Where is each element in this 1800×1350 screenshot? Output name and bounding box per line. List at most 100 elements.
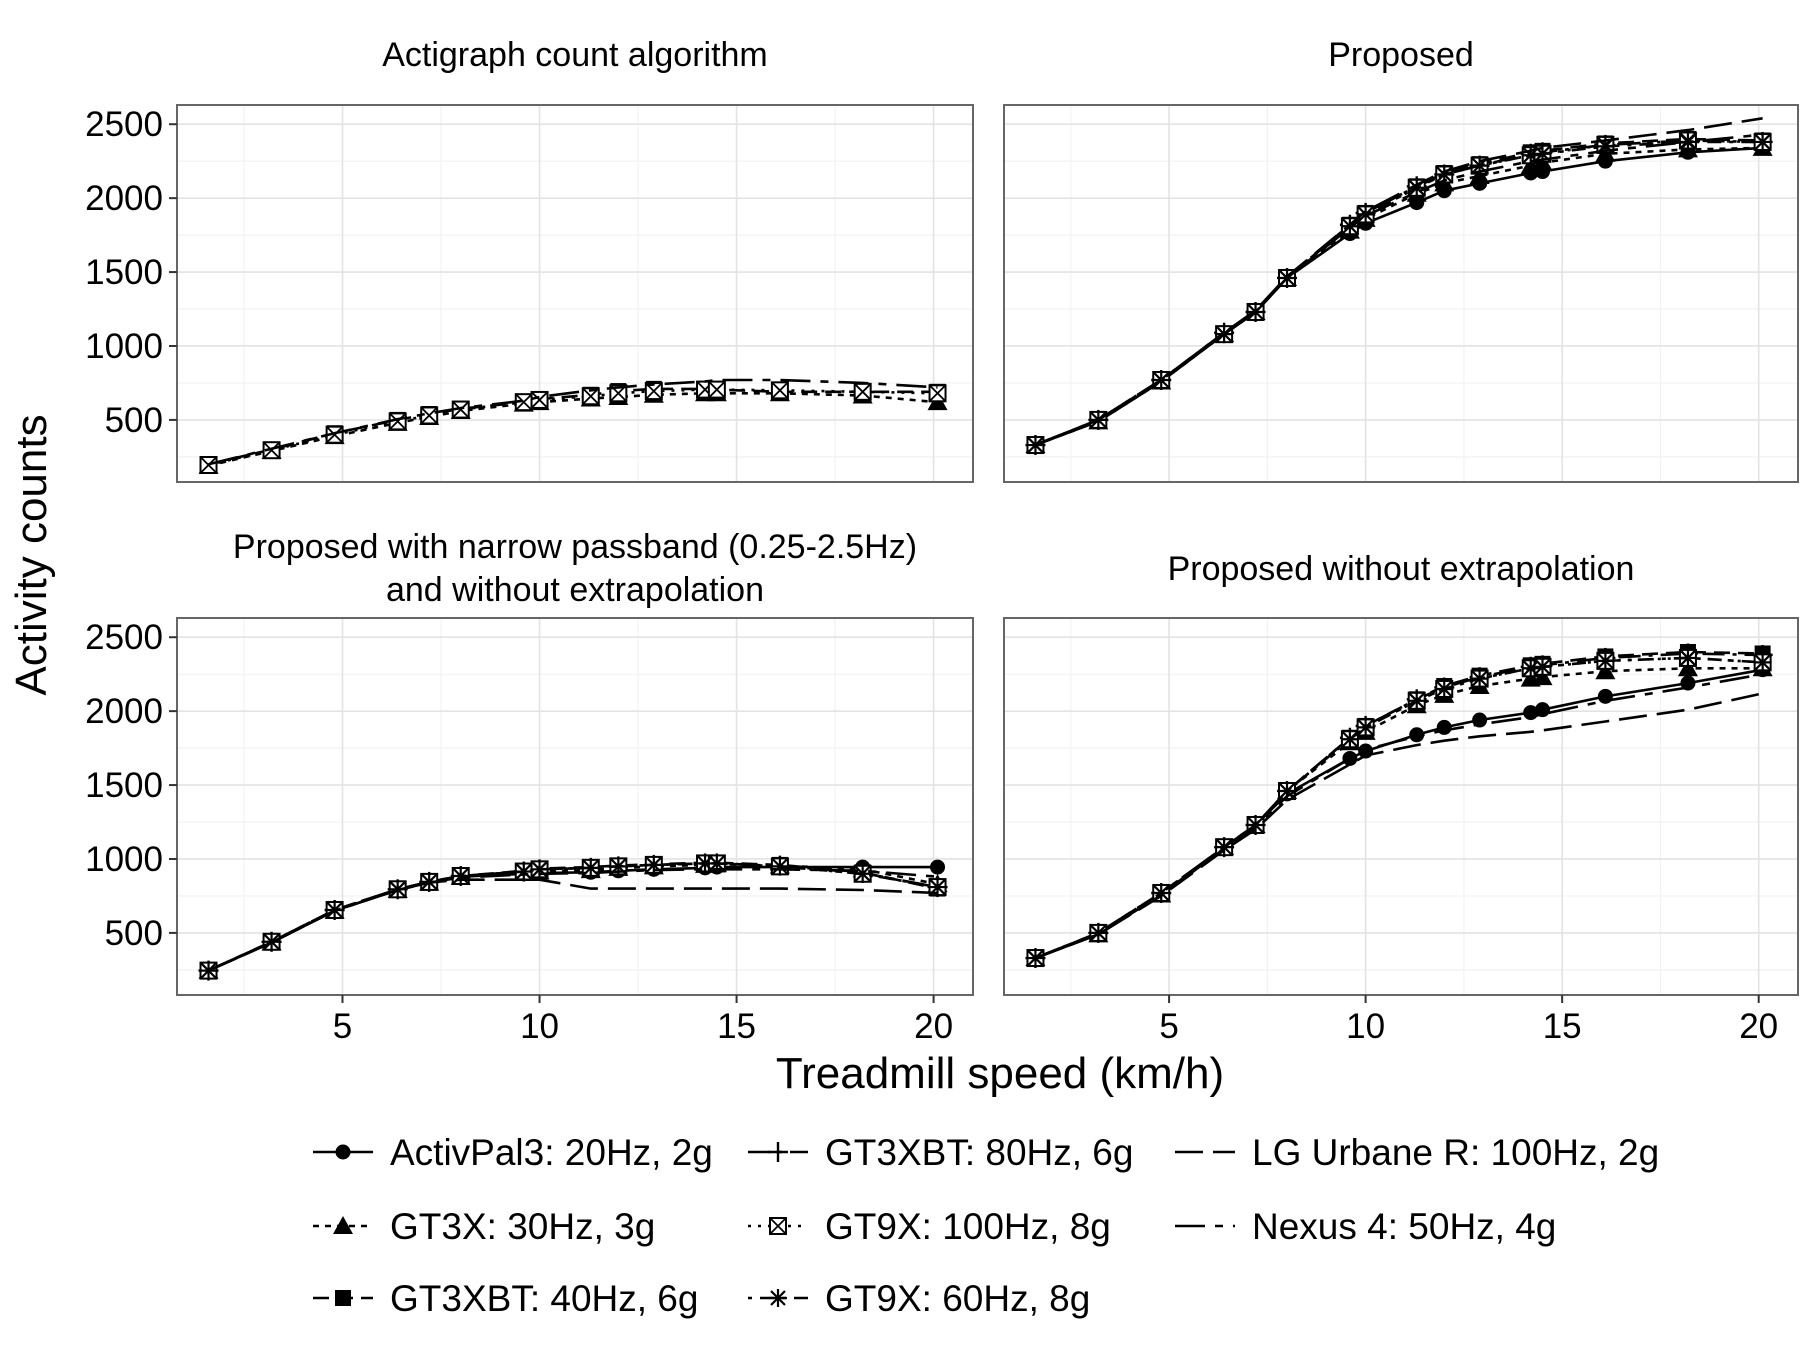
panel-4-series <box>1025 643 1773 969</box>
data-point <box>1435 679 1454 698</box>
legend-key-marker <box>335 1144 351 1160</box>
panel-1-y-axis: 500 1000 1500 2000 2500 <box>85 105 177 440</box>
legend-label: GT9X: 60Hz, 8g <box>825 1278 1090 1319</box>
legend-label: Nexus 4: 50Hz, 4g <box>1252 1206 1556 1247</box>
x-tick-label: 20 <box>914 1007 953 1046</box>
legend-label: LG Urbane R: 100Hz, 2g <box>1252 1132 1659 1173</box>
series-gt9x-60hz-8g <box>1026 648 1772 968</box>
data-point <box>1596 651 1615 670</box>
series-lg-urbane-r-100hz-2g <box>207 878 938 972</box>
legend-label: ActivPal3: 20Hz, 2g <box>390 1132 713 1173</box>
panel-3-y-axis: 500 1000 1500 2000 2500 <box>85 618 177 953</box>
panel-4-title: Proposed without extrapolation <box>1168 550 1635 588</box>
x-tick-label: 5 <box>333 1007 352 1046</box>
series-line-gt9x-100hz-8g <box>208 388 938 467</box>
legend-item-gt3xbt-40hz-6g: GT3XBT: 40Hz, 6g <box>313 1278 698 1319</box>
legend-key-marker <box>769 1289 787 1307</box>
x-tick-label: 10 <box>1346 1007 1385 1046</box>
data-point <box>1356 718 1375 737</box>
panel-3: Proposed with narrow passband (0.25-2.5H… <box>85 528 974 1046</box>
panel-1: Actigraph count algorithm 500 1000 1500 2000… <box>85 36 974 483</box>
legend-item-gt3x-30hz-3g: GT3X: 30Hz, 3g <box>313 1206 655 1247</box>
legend-key-marker <box>333 1216 353 1234</box>
legend: ActivPal3: 20Hz, 2g GT3X: 30Hz, 3g GT3XBT:… <box>313 1132 1659 1319</box>
legend-item-gt9x-60hz-8g: GT9X: 60Hz, 8g <box>748 1278 1090 1319</box>
data-point <box>514 862 533 881</box>
y-tick-label: 2500 <box>85 105 163 144</box>
panel-4-grid <box>1004 618 1798 995</box>
data-point <box>1533 657 1552 676</box>
legend-item-gt9x-100hz-8g: GT9X: 100Hz, 8g <box>748 1206 1111 1247</box>
x-axis-title: Treadmill speed (km/h) <box>776 1049 1224 1098</box>
y-tick-label: 500 <box>105 914 163 953</box>
data-point <box>1535 702 1551 718</box>
data-point <box>420 406 439 425</box>
data-point <box>770 857 789 876</box>
y-tick-label: 2000 <box>85 692 163 731</box>
panel-3-title-line-1: Proposed with narrow passband (0.25-2.5H… <box>233 528 917 566</box>
data-point <box>707 380 726 399</box>
series-nexus-4-50hz-4g <box>208 378 938 466</box>
data-point <box>930 859 946 875</box>
data-point <box>262 441 281 460</box>
series-nexus-4-50hz-4g <box>207 867 938 972</box>
x-tick-label: 10 <box>520 1007 559 1046</box>
x-tick-label: 15 <box>717 1007 756 1046</box>
series-line-lg-urbane-r-100hz-2g <box>207 878 938 972</box>
data-point <box>644 382 663 401</box>
data-point <box>1407 691 1426 710</box>
series-line-gt3x-30hz-3g <box>208 391 938 467</box>
panel-3-border <box>176 617 974 996</box>
panel-1-grid <box>177 105 973 482</box>
data-point <box>1597 688 1613 704</box>
panel-4-border <box>1003 617 1799 996</box>
panel-4-x-axis: 5 10 15 20 <box>1159 995 1778 1046</box>
data-point <box>1340 730 1359 749</box>
x-tick-label: 5 <box>1159 1007 1178 1046</box>
data-point <box>199 455 218 474</box>
data-point <box>1677 658 1698 677</box>
y-tick-label: 1000 <box>85 327 163 366</box>
x-tick-label: 20 <box>1739 1007 1778 1046</box>
panel-2: Proposed <box>1003 36 1799 483</box>
series-lg-urbane-r-100hz-2g <box>1034 117 1763 447</box>
series-line-gt9x-60hz-8g <box>1034 140 1763 447</box>
series-line-nexus-4-50hz-4g <box>207 867 938 972</box>
data-point <box>1595 661 1616 680</box>
panel-1-series <box>198 378 948 474</box>
x-tick-label: 15 <box>1543 1007 1582 1046</box>
legend-key-marker <box>335 1290 351 1306</box>
panel-3-series <box>198 853 948 981</box>
panel-2-series <box>1025 117 1773 456</box>
series-nexus-4-50hz-4g <box>1034 672 1763 960</box>
series-nexus-4-50hz-4g <box>1034 133 1763 447</box>
panels-layer: Actigraph count algorithm 500 1000 1500 2000… <box>85 36 1799 1046</box>
data-point <box>1470 669 1489 688</box>
legend-key-marker <box>768 1142 788 1162</box>
panel-3-title-line-2: and without extrapolation <box>386 571 764 609</box>
y-tick-label: 500 <box>105 401 163 440</box>
panel-4: Proposed without extrapolation 5 10 15 20 <box>1003 550 1799 1046</box>
panel-2-border <box>1003 104 1799 483</box>
legend-label: GT3XBT: 80Hz, 6g <box>825 1132 1133 1173</box>
legend-item-activpal3-20hz-2g: ActivPal3: 20Hz, 2g <box>313 1132 713 1173</box>
y-tick-label: 1500 <box>85 766 163 805</box>
y-tick-label: 1000 <box>85 840 163 879</box>
data-point <box>1356 205 1375 224</box>
series-line-nexus-4-50hz-4g <box>1034 672 1763 960</box>
panel-3-x-axis: 5 10 15 20 <box>333 995 953 1046</box>
y-axis-title: Activity counts <box>7 414 56 695</box>
y-tick-label: 2000 <box>85 179 163 218</box>
data-point <box>530 390 549 409</box>
legend-label: GT9X: 100Hz, 8g <box>825 1206 1111 1247</box>
data-point <box>1678 648 1697 667</box>
y-tick-label: 2500 <box>85 618 163 657</box>
series-line-gt9x-60hz-8g <box>1034 656 1763 960</box>
data-point <box>1409 727 1425 743</box>
data-point <box>770 381 789 400</box>
legend-key-marker <box>769 1217 787 1235</box>
data-point <box>530 860 549 879</box>
data-point <box>928 384 947 403</box>
legend-item-gt3xbt-80hz-6g: GT3XBT: 80Hz, 6g <box>748 1132 1133 1173</box>
